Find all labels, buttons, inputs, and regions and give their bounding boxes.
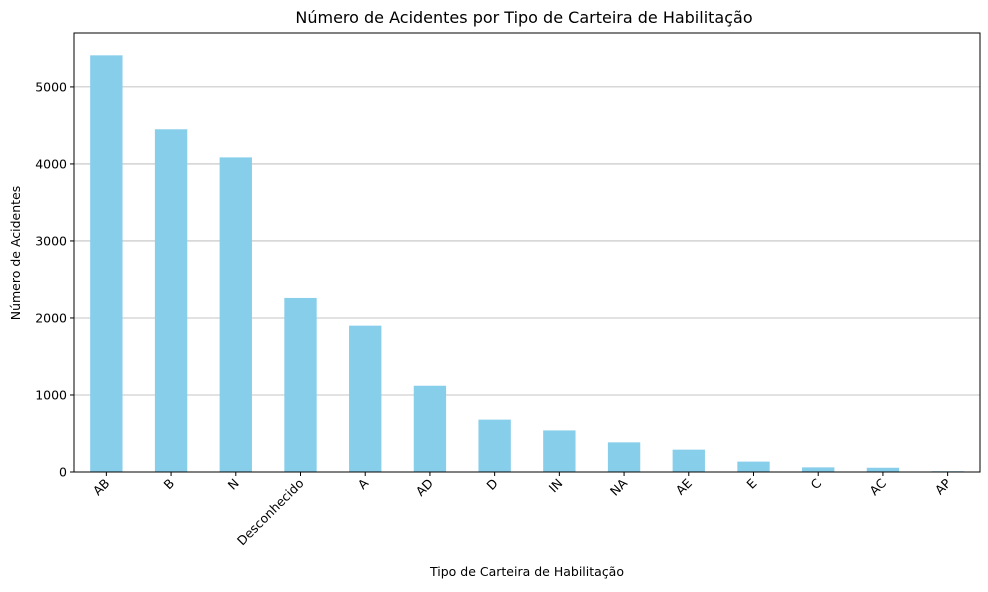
x-tick-label: AD (413, 476, 436, 499)
x-tick-label: E (743, 475, 759, 491)
y-ticks: 0 1000 2000 3000 4000 5000 (35, 79, 74, 480)
bar-ad (413, 385, 447, 472)
x-tick-label: AP (932, 475, 954, 497)
bars (90, 55, 964, 473)
bar-ab (90, 55, 123, 473)
x-tick-label: B (161, 476, 178, 493)
bar-b (154, 129, 188, 473)
bar-d (478, 419, 511, 472)
x-tick-label: N (225, 476, 242, 493)
grid-lines (74, 86, 980, 473)
chart-title: Número de Acidentes por Tipo de Carteira… (295, 8, 752, 27)
bar-e (737, 461, 770, 472)
x-tick-label: IN (546, 476, 566, 496)
bar-ae (672, 449, 705, 472)
bar-a (349, 325, 382, 472)
x-tick-label: AB (90, 476, 113, 499)
y-tick-label: 4000 (35, 156, 67, 171)
bar-c (802, 467, 835, 472)
y-tick-label: 2000 (35, 310, 67, 325)
y-axis-label: Número de Acidentes (8, 186, 23, 321)
bar-ac (866, 467, 900, 472)
x-tick-label: A (355, 475, 372, 492)
y-tick-label: 5000 (35, 79, 67, 94)
y-tick-label: 0 (59, 465, 67, 480)
bar-desconhecido (284, 297, 317, 472)
x-tick-label: C (808, 475, 825, 492)
y-tick-label: 3000 (35, 233, 67, 248)
bar-n (219, 157, 252, 472)
x-tick-label: AC (866, 475, 889, 498)
x-tick-label: Desconhecido (234, 476, 307, 549)
x-tick-label: D (483, 476, 500, 493)
x-tick-label: NA (607, 475, 631, 499)
x-axis-label: Tipo de Carteira de Habilitação (429, 564, 624, 579)
plot-frame (73, 32, 981, 473)
bar-na (607, 442, 641, 472)
x-tick-label: AE (673, 475, 695, 497)
bar-in (543, 430, 576, 472)
y-tick-label: 1000 (35, 387, 67, 402)
axes (73, 32, 981, 473)
